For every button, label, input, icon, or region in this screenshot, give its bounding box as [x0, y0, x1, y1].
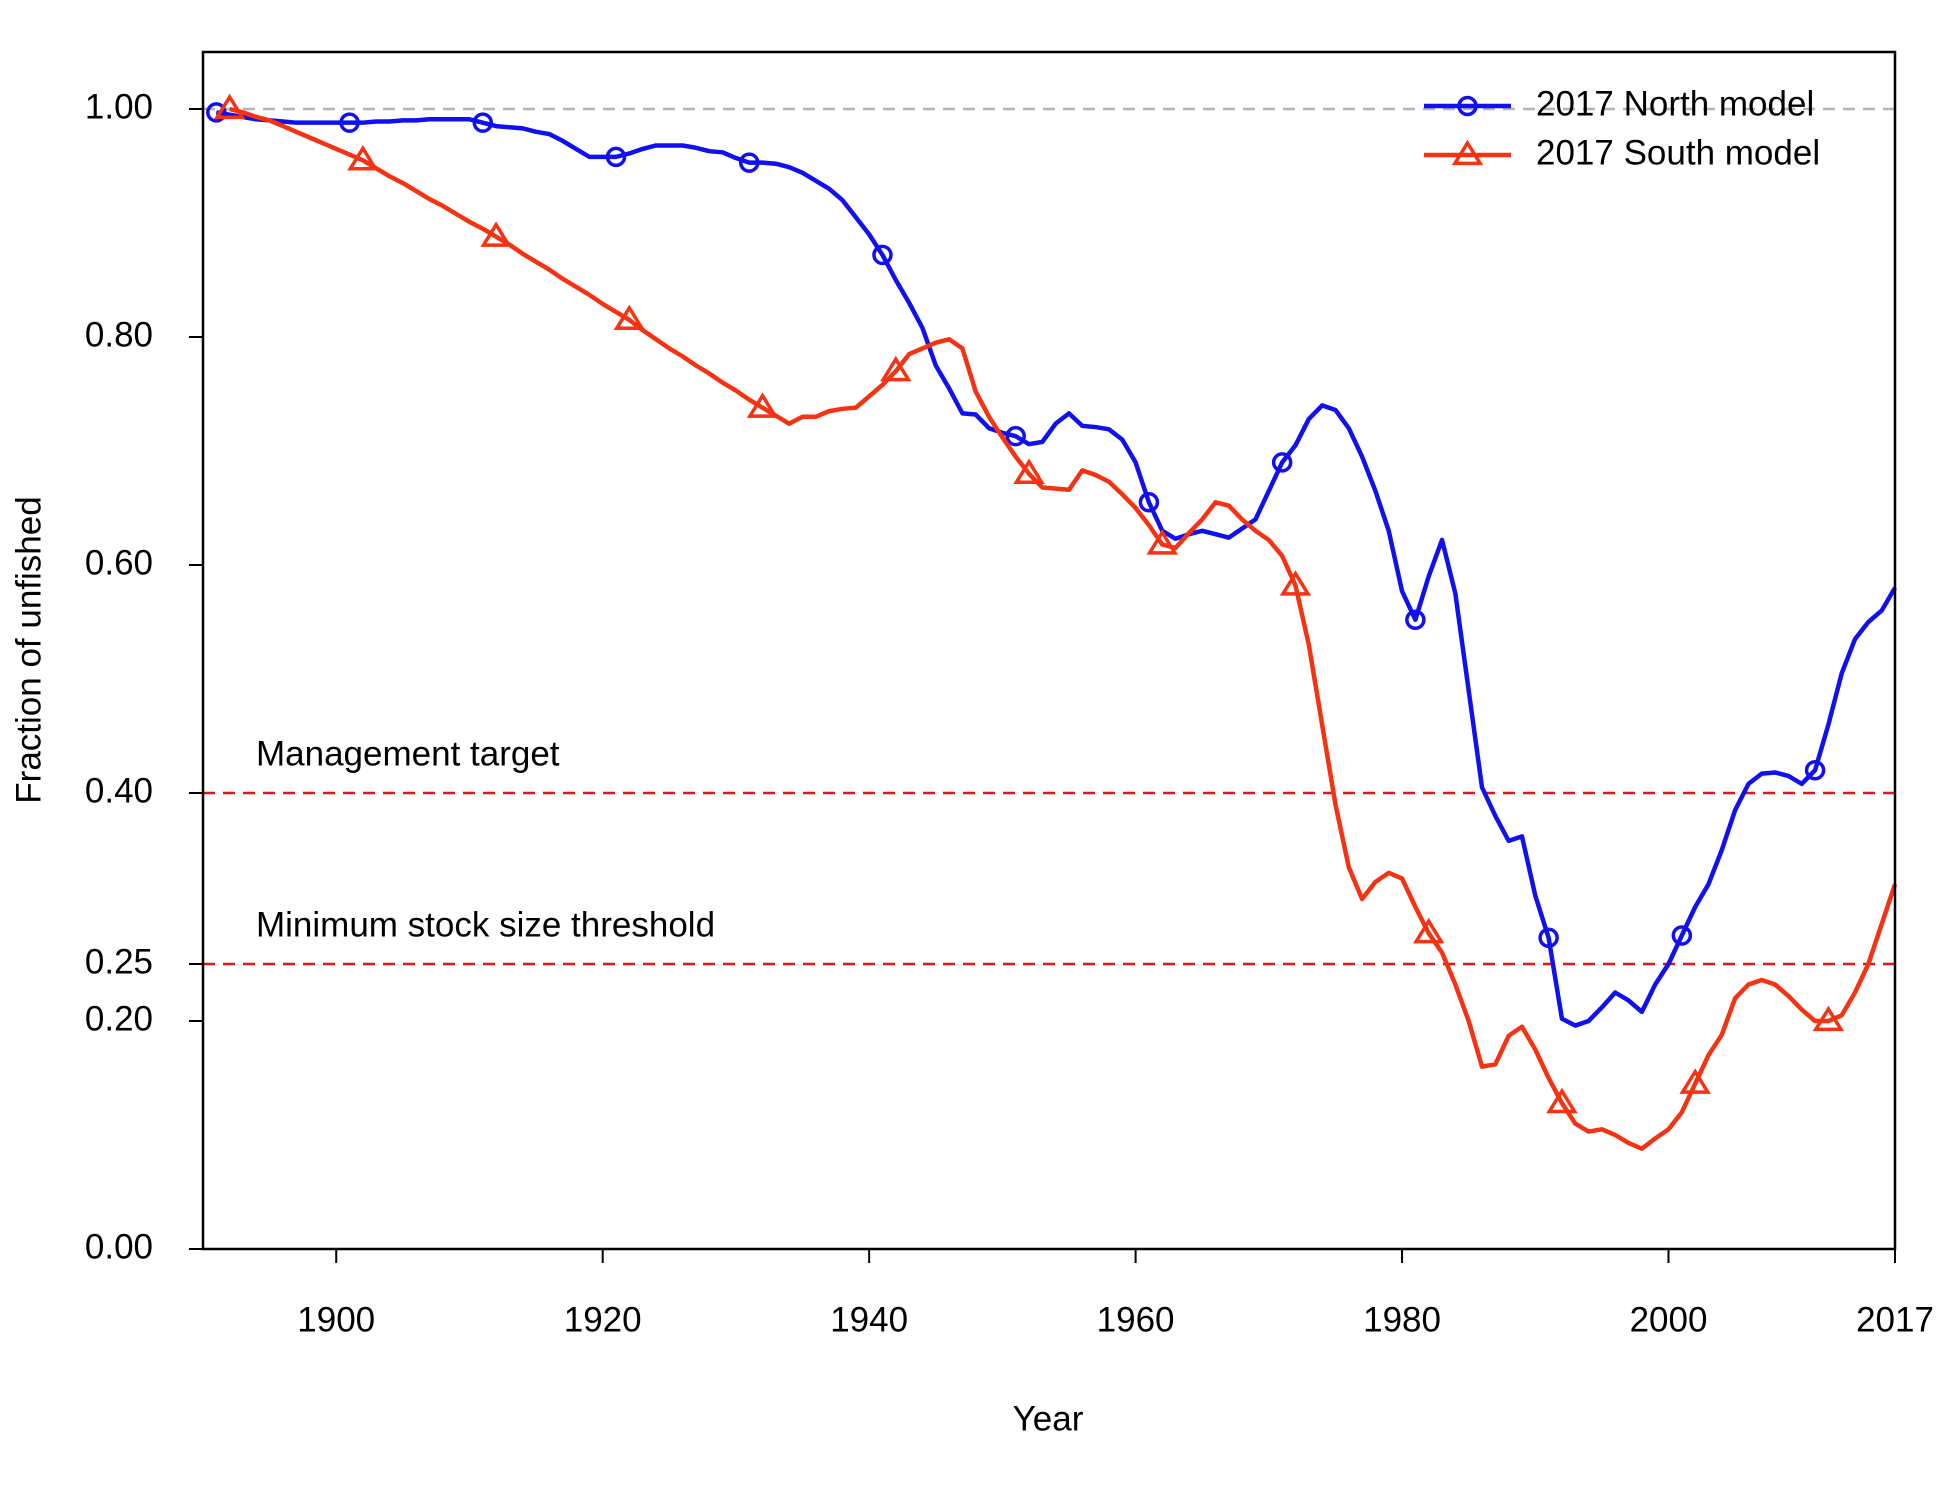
x-tick-label: 1980	[1363, 1300, 1441, 1339]
marker	[605, 146, 627, 168]
y-axis-title: Fraction of unfished	[9, 496, 48, 803]
x-tick-label: 1900	[297, 1300, 375, 1339]
marker	[1546, 1087, 1578, 1114]
plot-frame	[201, 50, 1897, 1251]
marker	[347, 144, 379, 171]
legend: 2017 North model 2017 South model	[1424, 84, 1820, 172]
marker	[1679, 1068, 1711, 1094]
marker	[872, 244, 893, 266]
marker	[746, 392, 779, 418]
marker	[1671, 925, 1693, 946]
marker	[1271, 452, 1293, 473]
marker	[880, 355, 912, 382]
legend-label: 2017 North model	[1536, 84, 1814, 123]
marker	[1804, 759, 1826, 781]
y-tick-label: 1.00	[85, 87, 153, 126]
y-tick-label: 0.40	[85, 771, 153, 810]
marker	[206, 102, 227, 123]
marker	[1279, 570, 1312, 596]
marker	[1412, 917, 1445, 944]
marker	[1005, 425, 1026, 447]
y-tick-label: 0.00	[85, 1227, 153, 1266]
y-tick-label: 0.25	[85, 942, 153, 981]
marker	[738, 152, 760, 173]
x-tick-label: 1960	[1097, 1300, 1175, 1339]
marker	[1146, 529, 1178, 555]
marker	[1013, 458, 1045, 484]
marker	[1457, 95, 1478, 117]
y-tick-label: 0.20	[85, 999, 153, 1038]
marker	[1538, 927, 1559, 949]
marker	[1812, 1005, 1845, 1032]
x-tick-label: 1920	[564, 1300, 642, 1339]
marker	[213, 93, 246, 120]
x-axis-title: Year	[1013, 1399, 1084, 1438]
series-line	[215, 110, 1897, 1028]
marker	[613, 304, 646, 331]
x-tick-label: 2000	[1630, 1300, 1708, 1339]
marker	[1138, 492, 1160, 513]
y-tick-label: 0.60	[85, 543, 153, 582]
x-tick-label: 1940	[830, 1300, 908, 1339]
marker	[1451, 139, 1484, 166]
marker	[480, 221, 512, 247]
legend-label: 2017 South model	[1536, 133, 1820, 172]
marker	[339, 112, 360, 133]
marker	[472, 112, 494, 133]
y-tick-label: 0.80	[85, 315, 153, 354]
x-tick-label: 2017	[1856, 1300, 1934, 1339]
marker	[1405, 609, 1426, 630]
reference-label: Management target	[256, 734, 560, 773]
reference-label: Minimum stock size threshold	[256, 905, 715, 944]
